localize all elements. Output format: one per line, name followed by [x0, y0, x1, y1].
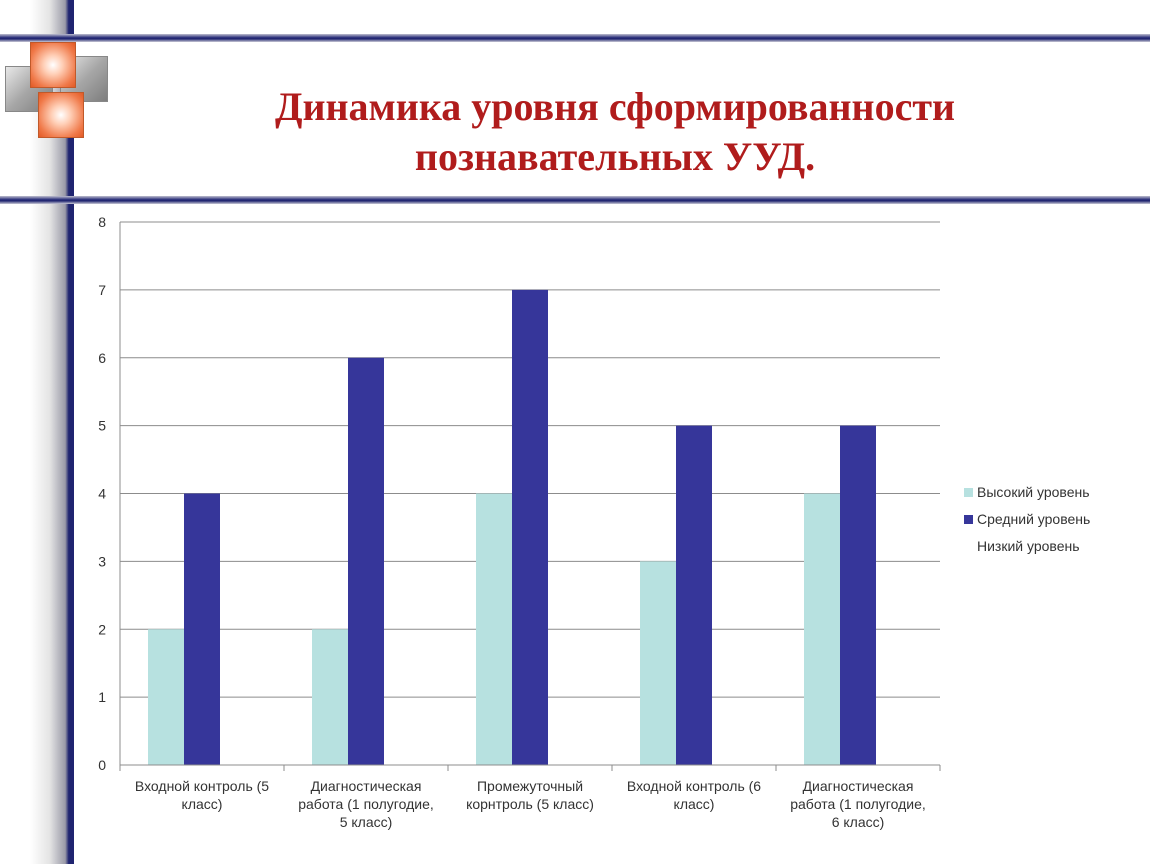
slide-title: Динамика уровня сформированности познава…	[120, 82, 1110, 182]
bar	[148, 629, 184, 765]
legend-label: Средний уровень	[977, 511, 1090, 527]
legend-label: Низкий уровень	[977, 538, 1080, 554]
legend-swatch	[964, 542, 973, 551]
top-divider-line	[0, 34, 1150, 42]
x-tick-label: класс)	[182, 796, 223, 812]
bar	[640, 561, 676, 765]
title-line-2: познавательных УУД.	[414, 134, 816, 179]
y-tick-label: 6	[98, 350, 106, 366]
y-tick-label: 5	[98, 418, 106, 434]
x-tick-label: класс)	[674, 796, 715, 812]
y-tick-label: 8	[98, 214, 106, 230]
x-tick-label: Диагностическая	[311, 778, 422, 794]
x-tick-label: 6 класс)	[832, 814, 885, 830]
y-tick-label: 1	[98, 689, 106, 705]
bar	[512, 289, 548, 765]
legend-swatch	[964, 488, 973, 497]
title-line-1: Динамика уровня сформированности	[274, 84, 956, 129]
bottom-divider-line	[0, 196, 1150, 204]
y-tick-label: 3	[98, 553, 106, 569]
y-tick-label: 0	[98, 757, 106, 773]
legend-swatch	[964, 515, 973, 524]
bar	[676, 425, 712, 765]
x-tick-label: Промежуточный	[477, 778, 583, 794]
x-tick-label: Входной контроль (5	[135, 778, 269, 794]
bar	[312, 629, 348, 765]
y-tick-label: 2	[98, 621, 106, 637]
bar	[184, 493, 220, 765]
bar	[804, 493, 840, 765]
bar	[476, 493, 512, 765]
x-tick-label: Входной контроль (6	[627, 778, 761, 794]
left-decorative-bar	[30, 0, 74, 864]
y-tick-label: 7	[98, 282, 106, 298]
bar	[348, 357, 384, 765]
decorative-squares-icon	[0, 36, 110, 142]
x-tick-label: Диагностическая	[803, 778, 914, 794]
x-tick-label: работа (1 полугодие,	[298, 796, 434, 812]
x-tick-label: корнтроль (5 класс)	[466, 796, 594, 812]
x-tick-label: 5 класс)	[340, 814, 393, 830]
bar	[840, 425, 876, 765]
legend-label: Высокий уровень	[977, 484, 1090, 500]
x-tick-label: работа (1 полугодие,	[790, 796, 926, 812]
y-tick-label: 4	[98, 486, 106, 502]
